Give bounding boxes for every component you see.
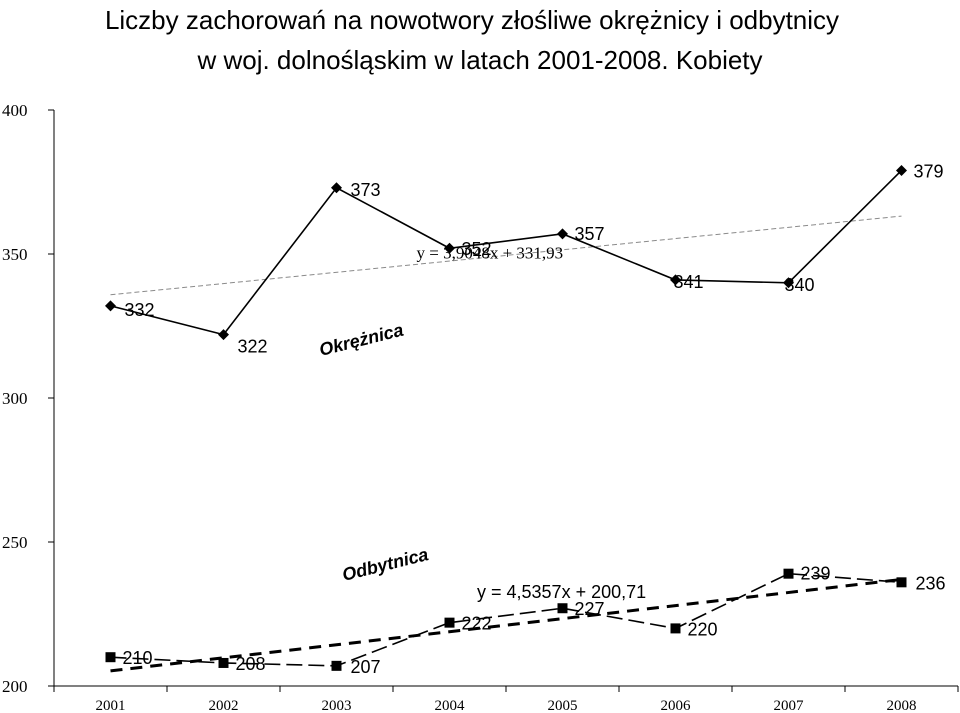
odbytnica-data-label: 220 <box>688 619 718 639</box>
x-tick-label: 2004 <box>435 698 466 713</box>
odbytnica-point <box>105 652 116 663</box>
chart-title: Liczby zachorowań na nowotwory złośliwe … <box>0 0 960 80</box>
okreznica-point <box>218 329 229 341</box>
odbytnica-point <box>331 660 342 671</box>
odbytnica-data-label: 236 <box>916 573 946 593</box>
okreznica-trend-equation: y = 3,9048x + 331,93 <box>417 243 564 262</box>
okreznica-point <box>670 274 681 286</box>
okreznica-series-tag: Okrężnica <box>317 320 405 360</box>
okreznica-data-label: 379 <box>914 161 944 181</box>
chart-title-line-1: Liczby zachorowań na nowotwory złośliwe … <box>104 5 840 35</box>
x-tick-label: 2007 <box>774 698 805 713</box>
okreznica-data-label: 341 <box>674 272 704 292</box>
okreznica-trendline <box>110 215 902 296</box>
odbytnica-point <box>783 568 794 579</box>
x-tick-label: 2006 <box>661 698 692 713</box>
odbytnica-series-tag: Odbytnica <box>340 544 430 585</box>
y-tick-label: 200 <box>2 677 28 696</box>
y-tick-label: 400 <box>2 101 28 120</box>
okreznica-point <box>783 277 794 289</box>
odbytnica-data-label: 207 <box>351 657 381 677</box>
okreznica-point <box>557 228 568 240</box>
okreznica-data-label: 322 <box>238 337 268 357</box>
x-tick-label: 2003 <box>322 698 352 713</box>
okreznica-series-line <box>110 169 903 336</box>
odbytnica-data-label: 227 <box>575 599 605 619</box>
x-tick-label: 2002 <box>209 698 239 713</box>
chart-subtitle: w woj. dolnośląskim w latach 2001-2008. … <box>197 45 763 75</box>
okreznica-point <box>331 182 342 194</box>
okreznica-data-label: 332 <box>125 300 155 320</box>
x-tick-label: 2008 <box>887 698 917 713</box>
odbytnica-series-line <box>110 572 902 667</box>
okreznica-point <box>896 164 907 176</box>
okreznica-point <box>105 300 116 312</box>
odbytnica-point <box>896 577 907 588</box>
y-tick-label: 350 <box>2 245 28 264</box>
odbytnica-point <box>444 617 455 628</box>
odbytnica-point <box>670 623 681 634</box>
x-tick-label: 2005 <box>548 698 578 713</box>
odbytnica-data-label: 208 <box>236 654 266 674</box>
odbytnica-trend-equation: y = 4,5357x + 200,71 <box>477 582 646 602</box>
odbytnica-data-label: 222 <box>462 614 492 634</box>
odbytnica-point <box>557 603 568 614</box>
odbytnica-trendline <box>110 577 902 673</box>
okreznica-data-label: 357 <box>575 224 605 244</box>
odbytnica-point <box>218 657 229 668</box>
okreznica-point <box>444 242 455 254</box>
okreznica-data-label: 352 <box>462 239 492 259</box>
odbytnica-data-label: 239 <box>801 564 831 584</box>
y-tick-label: 300 <box>2 389 28 408</box>
odbytnica-data-label: 210 <box>123 648 153 668</box>
okreznica-data-label: 373 <box>351 180 381 200</box>
x-tick-label: 2001 <box>96 698 126 713</box>
okreznica-data-label: 340 <box>785 275 815 295</box>
y-tick-label: 250 <box>2 533 28 552</box>
